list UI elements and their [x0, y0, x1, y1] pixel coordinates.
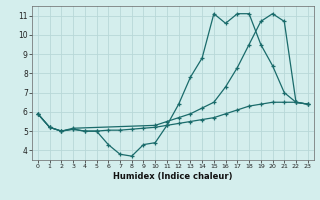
X-axis label: Humidex (Indice chaleur): Humidex (Indice chaleur) — [113, 172, 233, 181]
